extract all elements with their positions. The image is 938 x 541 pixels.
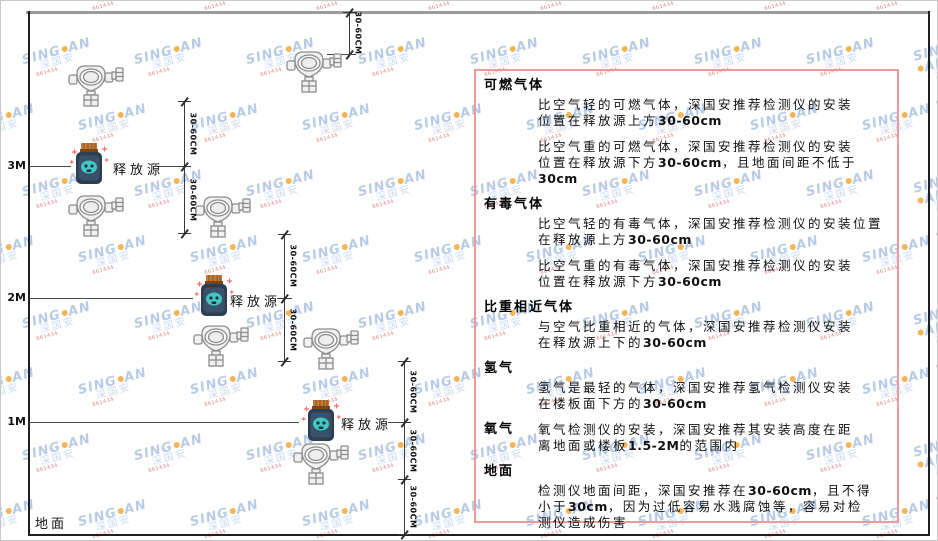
height-label: 1M [7, 415, 26, 428]
level-line [29, 298, 193, 299]
gas-detector-icon [193, 323, 249, 367]
gas-detector-icon [286, 49, 342, 93]
section-paragraph: 比空气轻的可燃气体，深国安推荐检测仪的安装 位置在释放源上方30-60cm [538, 97, 854, 128]
dimension-label: 30-60CM [408, 429, 418, 472]
panel-section: 可燃气体比空气轻的可燃气体，深国安推荐检测仪的安装 位置在释放源上方30-60c… [476, 78, 891, 187]
height-label: 3M [7, 159, 26, 172]
gas-detector-icon [68, 63, 124, 107]
gas-detector-icon [195, 194, 251, 238]
dimension-label: 30-60CM [408, 485, 418, 528]
panel-section: 比重相近气体与空气比重相近的气体，深国安推荐检测仪安装 在释放源上下的30-60… [476, 300, 891, 351]
level-line [29, 166, 71, 167]
level-line [157, 166, 191, 167]
panel-section: 地面检测仪地面间距，深国安推荐在30-60cm，且不得 小于30cm，因为过低容… [476, 464, 891, 531]
dimension-label: 30-60CM [288, 308, 298, 351]
section-paragraph: 检测仪地面间距，深国安推荐在30-60cm，且不得 小于30cm，因为过低容易水… [538, 483, 872, 530]
release-source-icon [69, 140, 109, 188]
section-heading: 氢气 [484, 361, 515, 376]
dimension-label: 30-60CM [353, 11, 363, 55]
dimension-line [349, 12, 350, 54]
release-source-label: 释放源 [113, 163, 165, 178]
height-label: 2M [7, 291, 26, 304]
section-paragraph: 氢气是最轻的气体，深国安推荐氢气检测仪安装 在楼板面下方的30-60cm [538, 380, 854, 411]
guideline-panel: 可燃气体比空气轻的可燃气体，深国安推荐检测仪的安装 位置在释放源上方30-60c… [474, 69, 899, 530]
gas-detector-icon [303, 326, 359, 370]
panel-section: 氧气 氧气检测仪的安装，深国安推荐其安装高度在距 离地面或楼板1.5-2M的范围内 [476, 422, 891, 454]
right-wall-line [928, 11, 930, 535]
section-heading: 氧气 [484, 422, 515, 437]
level-line [29, 422, 299, 423]
ceiling-line [26, 11, 930, 14]
panel-section: 氢气氢气是最轻的气体，深国安推荐氢气检测仪安装 在楼板面下方的30-60cm [476, 361, 891, 412]
dimension-label: 30-60CM [288, 244, 298, 288]
section-paragraph: 氧气检测仪的安装，深国安推荐其安装高度在距 离地面或楼板1.5-2M的范围内 [538, 422, 854, 453]
release-source-label: 释放源 [230, 295, 282, 310]
section-heading: 有毒气体 [484, 197, 545, 212]
ground-line [28, 534, 930, 536]
release-source-icon [194, 272, 234, 320]
left-wall-line [28, 11, 30, 535]
section-heading: 比重相近气体 [484, 300, 575, 315]
release-source-icon [301, 397, 341, 445]
panel-section: 有毒气体比空气轻的有毒气体，深国安推荐检测仪的安装位置 在释放源上方30-60c… [476, 197, 891, 290]
ground-label: 地面 [35, 517, 68, 532]
dimension-label: 30-60CM [408, 370, 418, 413]
release-source-label: 释放源 [341, 418, 393, 433]
section-heading: 可燃气体 [484, 78, 545, 93]
section-paragraph: 比空气重的有毒气体，深国安推荐检测仪的安装 位置在释放源下方30-60cm [538, 258, 854, 289]
section-paragraph: 比空气轻的有毒气体，深国安推荐检测仪的安装位置 在释放源上方30-60cm [538, 216, 884, 247]
gas-detector-icon [293, 441, 349, 485]
dimension-label: 30-60CM [188, 112, 198, 155]
section-heading: 地面 [484, 464, 515, 479]
gas-detector-icon [68, 193, 124, 237]
dimension-line [404, 361, 405, 534]
section-paragraph: 与空气比重相近的气体，深国安推荐检测仪安装 在释放源上下的30-60cm [538, 319, 854, 350]
section-paragraph: 比空气重的可燃气体，深国安推荐检测仪的安装 位置在释放源下方30-60cm，且地… [538, 139, 857, 186]
